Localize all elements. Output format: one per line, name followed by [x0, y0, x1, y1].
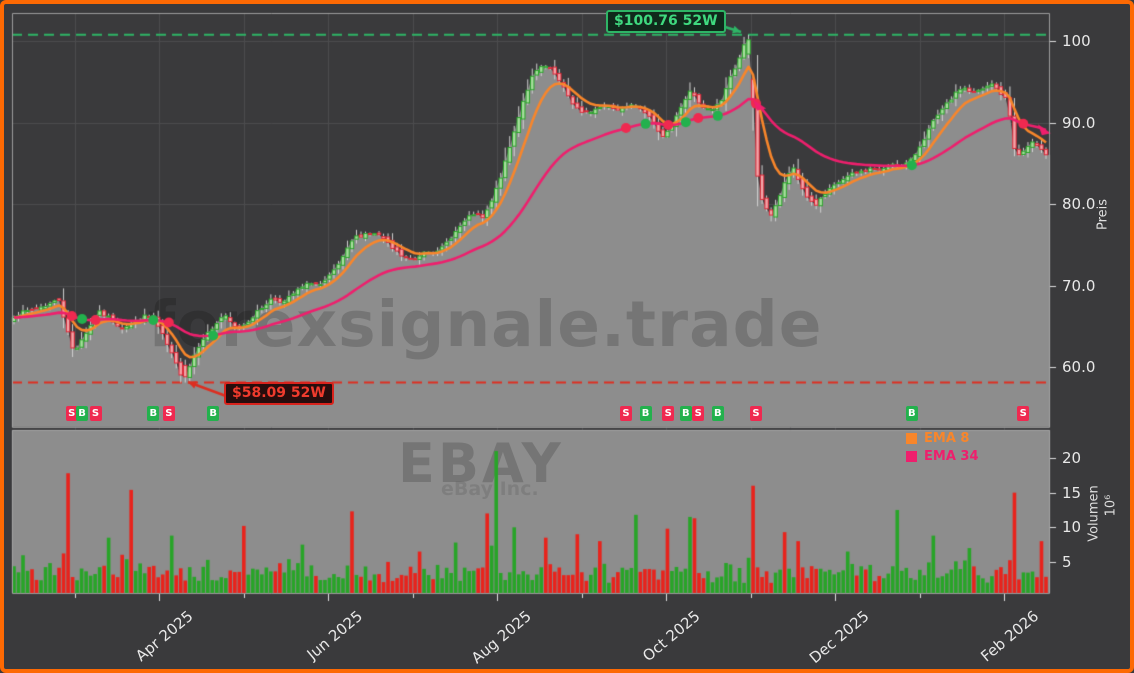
legend-label: EMA 34 [924, 448, 979, 464]
annotation-52w-low: $58.09 52W [224, 382, 334, 405]
legend-item: EMA 34 [906, 447, 979, 465]
signal-badge-sell: S [65, 406, 78, 421]
ema-legend: EMA 8 EMA 34 [906, 429, 979, 465]
price-tick-label: 90.0 [1062, 113, 1096, 132]
signal-badge-buy: B [207, 406, 220, 421]
legend-swatch [906, 432, 917, 444]
signal-badge-sell: S [1017, 406, 1030, 421]
price-tick-label: 70.0 [1062, 276, 1096, 295]
volume-tick-label: 10 [1062, 518, 1082, 537]
volume-tick-label: 15 [1062, 483, 1082, 502]
signal-badge-sell: S [662, 406, 675, 421]
price-axis-title: Preis [1095, 198, 1111, 231]
signal-badge-buy: B [639, 406, 652, 421]
signal-badge-sell: S [750, 406, 762, 421]
legend-label: EMA 8 [924, 430, 970, 446]
volume-scale-label: 10⁶ [1103, 494, 1119, 517]
signal-badge-buy: B [679, 406, 692, 421]
volume-tick-label: 5 [1062, 552, 1072, 571]
signal-badge-buy: B [905, 406, 918, 421]
signal-badge-sell: S [619, 406, 632, 421]
signal-badge-buy: B [147, 406, 160, 421]
signal-badge-sell: S [162, 406, 175, 421]
signal-badge-buy: B [76, 406, 89, 421]
signal-badge-sell: S [692, 406, 705, 421]
price-tick-label: 100 [1062, 32, 1091, 50]
annotation-52w-high: $100.76 52W [606, 10, 726, 33]
volume-tick-label: 20 [1062, 449, 1082, 467]
legend-item: EMA 8 [906, 429, 979, 447]
signal-badge-sell: S [89, 406, 102, 421]
volume-axis-title: Volumen [1086, 485, 1102, 542]
price-tick-label: 80.0 [1062, 195, 1096, 213]
legend-swatch [906, 450, 917, 462]
signal-badge-buy: B [711, 406, 724, 421]
price-tick-label: 60.0 [1062, 358, 1096, 376]
